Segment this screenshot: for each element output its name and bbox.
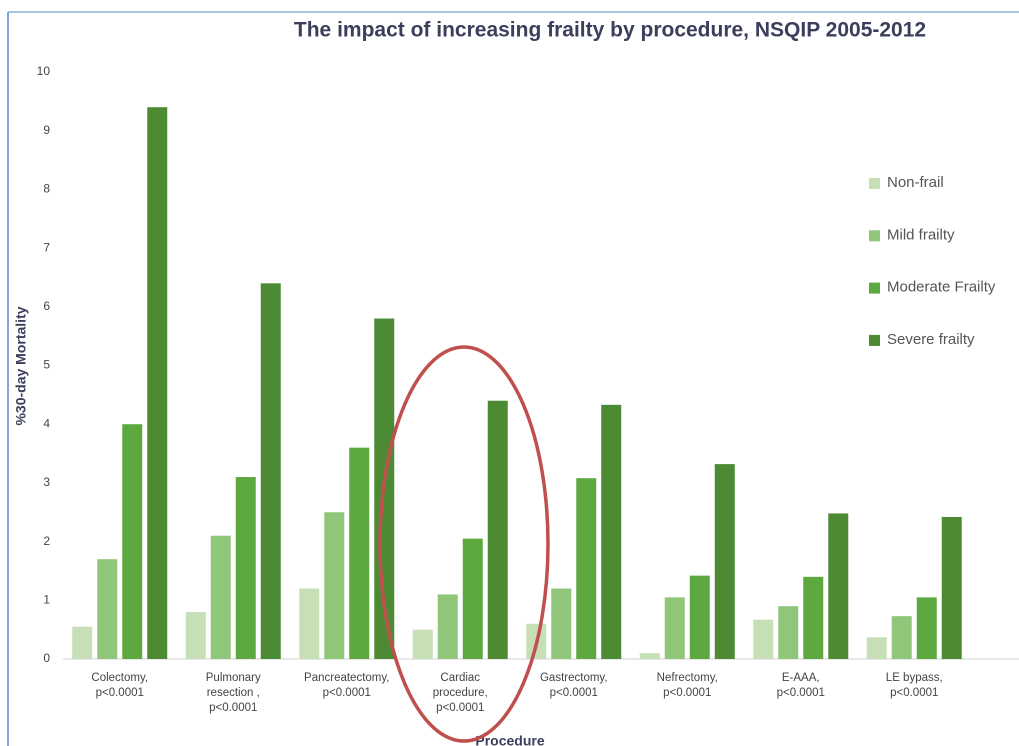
chart-title: The impact of increasing frailty by proc… bbox=[294, 19, 926, 42]
bar bbox=[803, 576, 824, 659]
legend-swatch bbox=[869, 282, 880, 294]
bar bbox=[487, 400, 508, 659]
legend-swatch bbox=[869, 230, 880, 242]
bar bbox=[689, 575, 710, 659]
x-tick-label: Cardiac procedure, p<0.0001 bbox=[433, 672, 488, 714]
legend-label: Severe frailty bbox=[887, 331, 975, 348]
bar bbox=[866, 637, 887, 659]
highlight-ellipse bbox=[378, 345, 550, 743]
bar bbox=[210, 535, 231, 659]
x-tick-label: Gastrectomy, p<0.0001 bbox=[540, 672, 608, 699]
y-tick-label: 7 bbox=[43, 240, 50, 254]
y-tick-label: 8 bbox=[43, 182, 50, 196]
bar bbox=[576, 478, 597, 659]
bar bbox=[462, 538, 483, 659]
y-tick-label: 2 bbox=[43, 534, 50, 548]
y-tick-label: 1 bbox=[43, 592, 50, 606]
bar bbox=[97, 559, 118, 659]
plot-area: 0 1 2 3 4 5 6 7 8 9 10 Colectomy, p<0.0001 Pulmonary r… bbox=[37, 64, 996, 714]
x-axis-label: Procedure bbox=[475, 733, 544, 746]
bar bbox=[324, 512, 345, 659]
bar bbox=[299, 588, 320, 659]
y-tick-label: 5 bbox=[43, 358, 50, 372]
y-tick-label: 0 bbox=[43, 651, 50, 665]
bar bbox=[551, 588, 572, 659]
x-tick-label: Colectomy, p<0.0001 bbox=[91, 672, 148, 699]
legend-swatch bbox=[869, 178, 880, 189]
bar bbox=[437, 594, 458, 659]
x-tick-label: Pancreatectomy, p<0.0001 bbox=[304, 672, 389, 699]
bar bbox=[122, 424, 143, 659]
y-tick-label: 6 bbox=[43, 299, 50, 313]
y-axis-label: %30-day Mortality bbox=[13, 306, 29, 425]
y-tick-label: 10 bbox=[37, 64, 51, 78]
bar bbox=[412, 629, 433, 659]
bar bbox=[349, 447, 370, 659]
bar bbox=[601, 404, 622, 659]
bar bbox=[664, 597, 685, 659]
x-tick-label: Pulmonary resection , p<0.0001 bbox=[206, 672, 261, 714]
y-tick-label: 3 bbox=[43, 475, 50, 489]
y-tick-label: 9 bbox=[43, 123, 50, 137]
legend-label: Mild frailty bbox=[887, 226, 955, 243]
bar bbox=[72, 626, 93, 659]
legend-label: Moderate Frailty bbox=[887, 279, 996, 296]
bar bbox=[235, 477, 256, 659]
bar bbox=[778, 606, 799, 659]
bar bbox=[147, 107, 168, 660]
x-tick-label: LE bypass, p<0.0001 bbox=[886, 672, 943, 699]
x-tick-label: Nefrectomy, p<0.0001 bbox=[657, 672, 718, 699]
bar bbox=[260, 283, 281, 659]
bar bbox=[916, 597, 937, 659]
bar bbox=[941, 516, 962, 659]
bar bbox=[753, 619, 774, 659]
legend-label: Non-frail bbox=[887, 174, 944, 191]
bar bbox=[828, 513, 849, 659]
bar bbox=[639, 653, 660, 659]
bar bbox=[891, 616, 912, 659]
y-tick-label: 4 bbox=[43, 416, 50, 430]
x-tick-label: E-AAA, p<0.0001 bbox=[777, 672, 825, 699]
bar bbox=[714, 464, 735, 659]
bar bbox=[185, 612, 206, 659]
legend-swatch bbox=[869, 334, 880, 346]
